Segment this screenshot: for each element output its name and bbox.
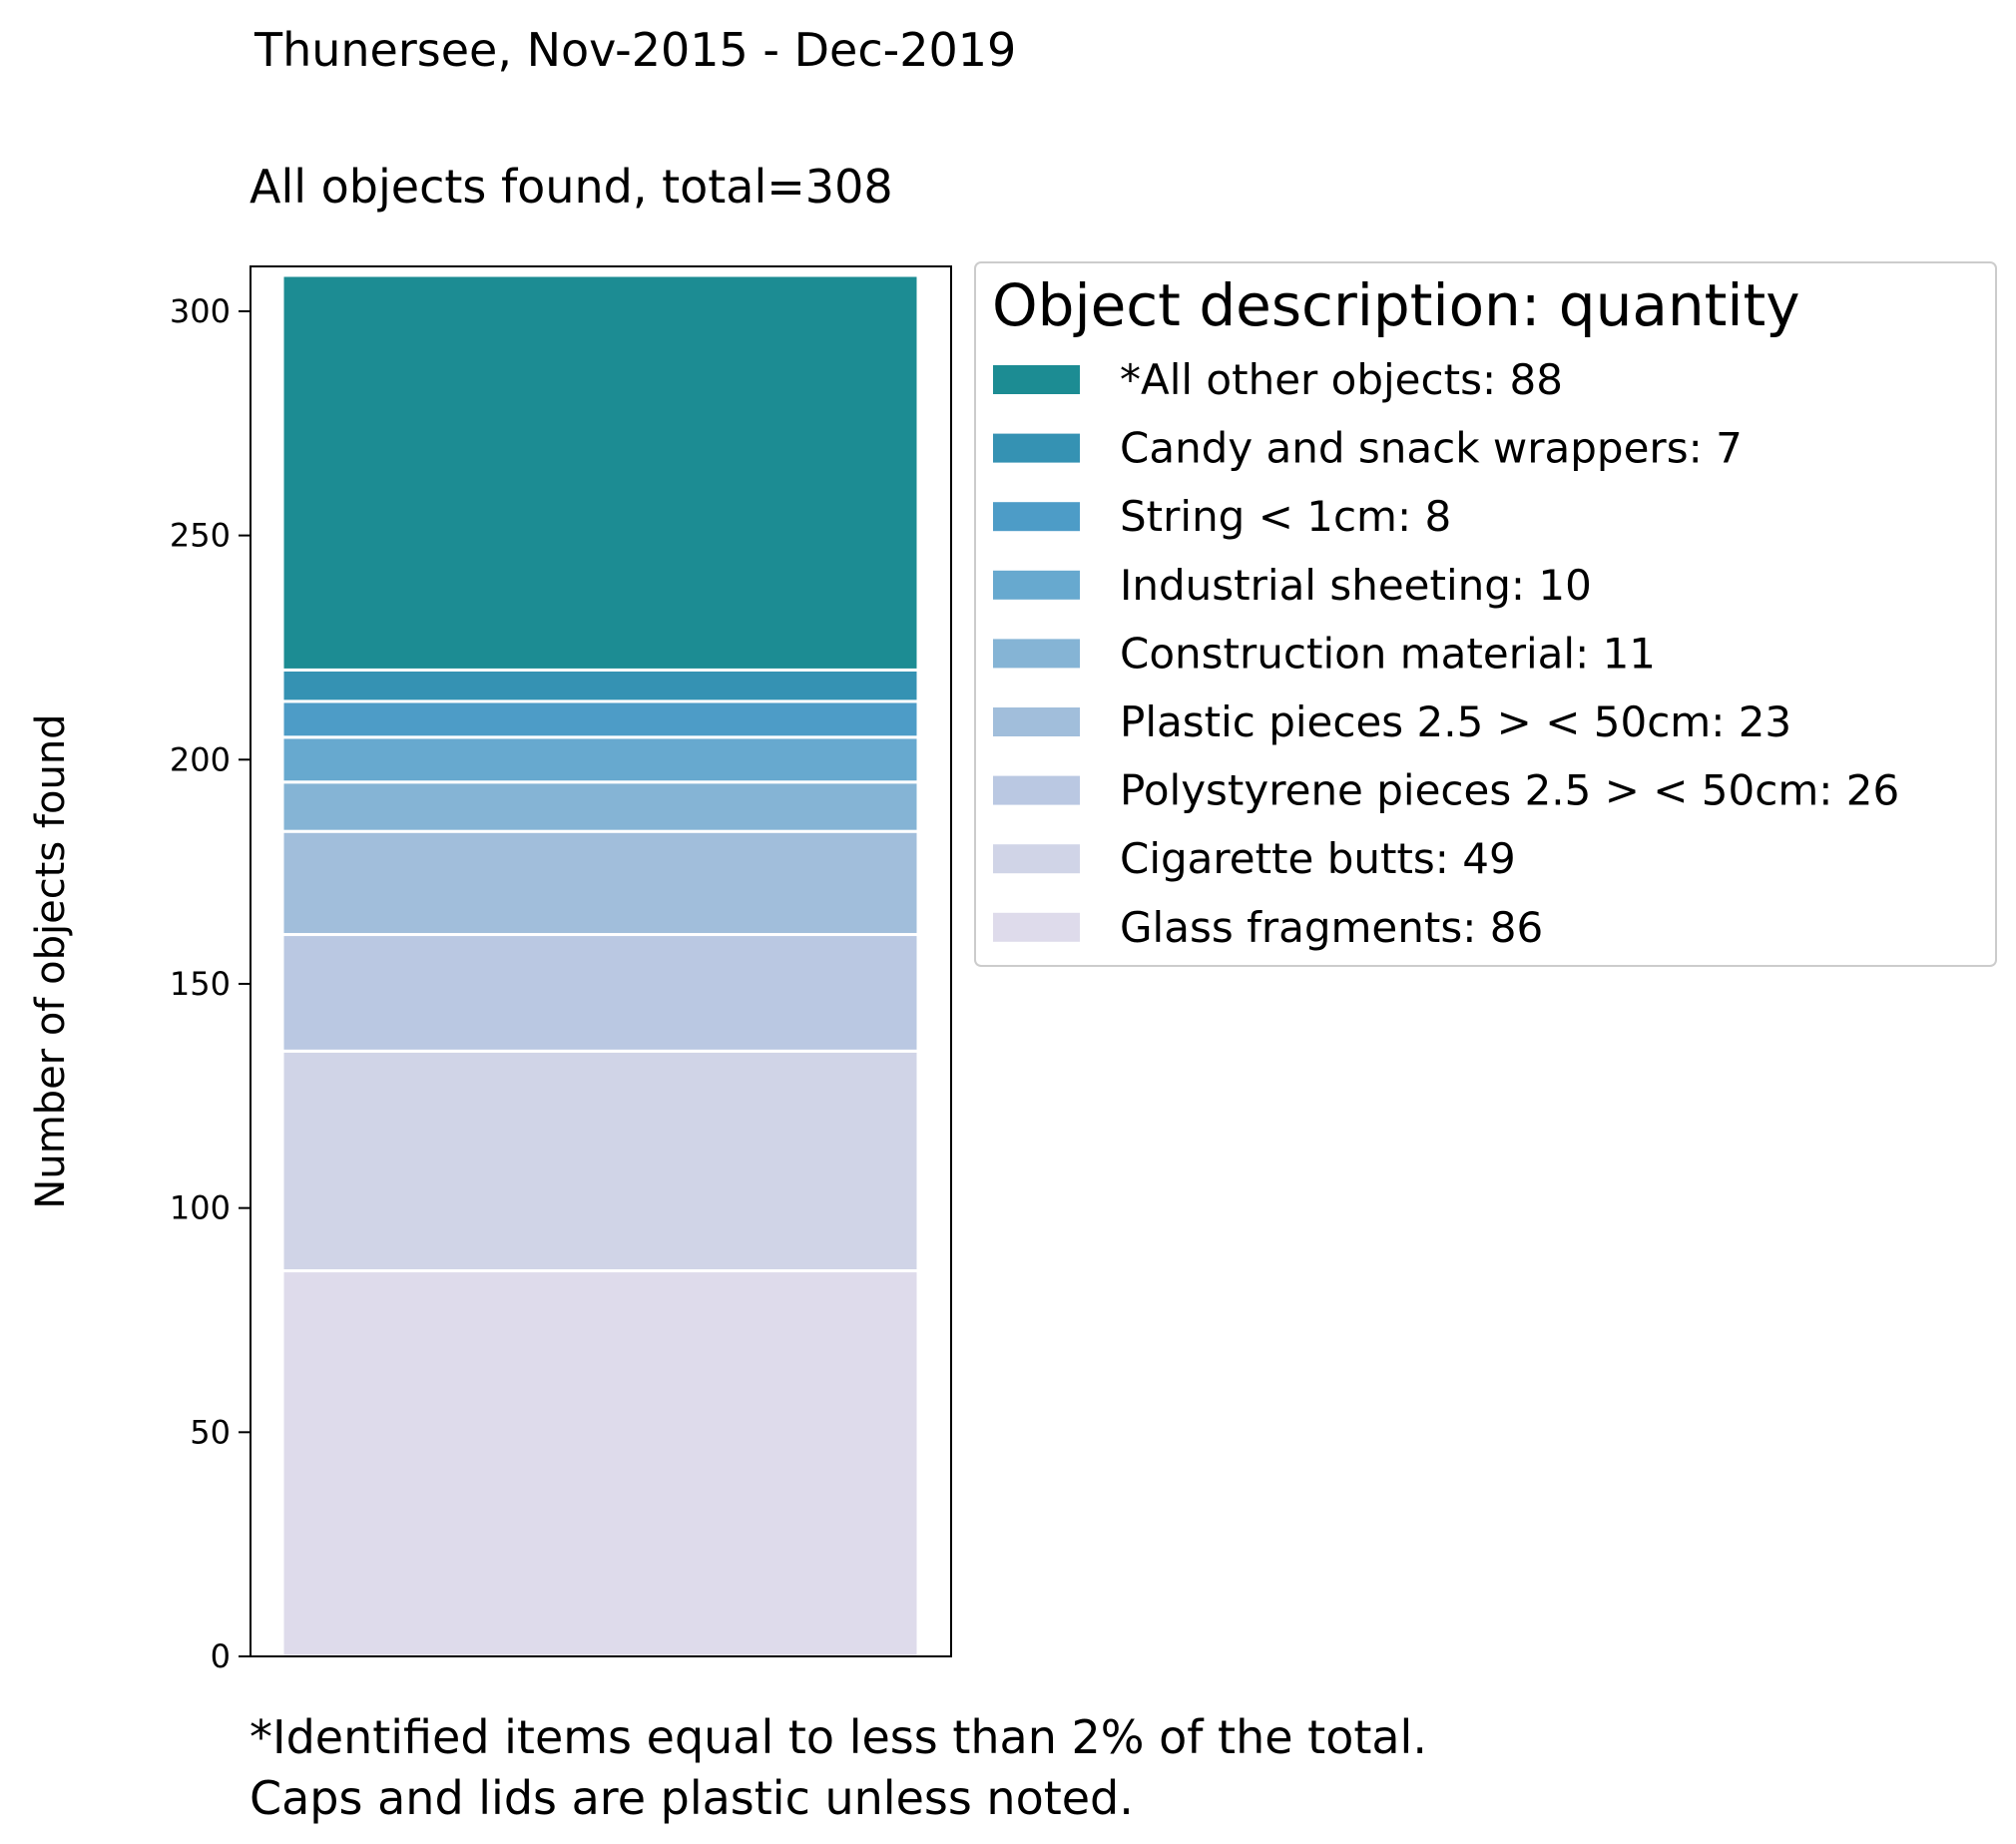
footnote-line-2: Caps and lids are plastic unless noted. [250, 1771, 1134, 1825]
bar-segment-2 [280, 1049, 920, 1273]
bar-segment-8 [280, 668, 920, 703]
y-axis: 0 50 100 150 200 250 300 [170, 292, 251, 1675]
legend-label-2: Candy and snack wrappers: 7 [1120, 424, 1743, 473]
bar-segment-7 [280, 699, 920, 739]
legend-swatch-5 [993, 639, 1080, 669]
y-tick-label-3: 100 [170, 1189, 231, 1227]
y-axis-label: Number of objects found [28, 713, 74, 1208]
chart-subtitle: All objects found, total=308 [250, 160, 893, 214]
legend-frame [974, 261, 1997, 967]
bar-segment-3 [280, 933, 920, 1053]
plot-frame [250, 265, 952, 1657]
legend-swatch-3 [993, 502, 1080, 532]
y-tick-label-6: 250 [170, 517, 231, 555]
y-tick-label-2: 50 [190, 1413, 231, 1451]
chart-title: Thunersee, Nov-2015 - Dec-2019 [253, 23, 1016, 77]
footnote-line-1: *Identified items equal to less than 2% … [250, 1710, 1427, 1764]
bar-segment-4 [280, 829, 920, 937]
legend-swatch-7 [993, 775, 1080, 805]
legend-swatch-8 [993, 844, 1080, 874]
legend-label-3: String < 1cm: 8 [1120, 492, 1451, 541]
y-tick-label-4: 150 [170, 965, 231, 1003]
legend-swatch-4 [993, 570, 1080, 600]
legend-title: Object description: quantity [992, 271, 1800, 339]
legend-swatch-1 [993, 365, 1080, 394]
y-tick-label-7: 300 [170, 292, 231, 330]
bar-segment-5 [280, 780, 920, 833]
legend-label-5: Construction material: 11 [1120, 629, 1656, 678]
legend: Object description: quantity *All other … [974, 261, 1997, 967]
legend-items: *All other objects: 88 Candy and snack wr… [993, 355, 1899, 952]
bar-segment-9 [280, 273, 920, 672]
bar-segment-1 [280, 1269, 920, 1658]
legend-label-9: Glass fragments: 86 [1120, 903, 1543, 952]
legend-swatch-9 [993, 912, 1080, 942]
y-tick-label-5: 200 [170, 740, 231, 778]
legend-label-7: Polystyrene pieces 2.5 > < 50cm: 26 [1120, 766, 1899, 815]
legend-label-8: Cigarette butts: 49 [1120, 834, 1516, 883]
y-tick-label-1: 0 [211, 1637, 231, 1675]
legend-swatch-6 [993, 707, 1080, 736]
legend-swatch-2 [993, 433, 1080, 463]
legend-label-1: *All other objects: 88 [1120, 355, 1563, 404]
bar-segments [280, 273, 920, 1658]
bar-segment-6 [280, 735, 920, 784]
legend-label-6: Plastic pieces 2.5 > < 50cm: 23 [1120, 697, 1791, 746]
legend-label-4: Industrial sheeting: 10 [1120, 561, 1592, 610]
